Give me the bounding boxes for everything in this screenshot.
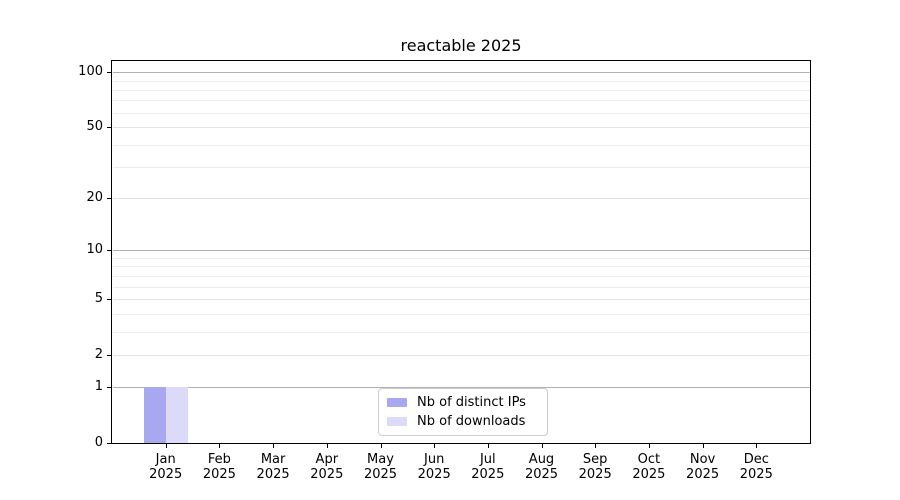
x-axis-tick-mark <box>648 444 650 448</box>
x-axis-tick-label: Dec 2025 <box>740 452 773 482</box>
x-axis-tick-label: Aug 2025 <box>525 452 558 482</box>
y-axis-tick-mark <box>107 354 111 356</box>
x-tick-month: Feb <box>207 452 231 467</box>
x-tick-month: Mar <box>260 452 286 467</box>
y-minor-gridline <box>113 286 810 288</box>
x-axis-tick-label: May 2025 <box>364 452 397 482</box>
y-axis-tick-label: 0 <box>94 435 103 450</box>
x-axis-tick-label: Nov 2025 <box>686 452 719 482</box>
x-axis-tick-label: Oct 2025 <box>632 452 665 482</box>
x-tick-month: Oct <box>637 452 661 467</box>
bar-distinct-ips-jan-2025 <box>143 387 166 443</box>
x-tick-month: Nov <box>689 452 716 467</box>
x-axis-tick-label: Jul 2025 <box>471 452 504 482</box>
x-tick-year: 2025 <box>686 467 720 482</box>
x-tick-year: 2025 <box>578 467 612 482</box>
y-gridline <box>113 299 810 300</box>
x-tick-year: 2025 <box>363 467 398 482</box>
y-axis-tick-mark <box>107 250 111 252</box>
y-minor-gridline <box>113 313 810 315</box>
x-tick-year: 2025 <box>417 467 451 482</box>
x-axis-tick-mark <box>165 444 167 448</box>
y-minor-gridline <box>113 100 810 102</box>
x-tick-month: Dec <box>743 452 769 467</box>
y-axis-tick-label: 20 <box>86 190 103 206</box>
y-minor-gridline <box>113 144 810 146</box>
x-tick-month: Apr <box>315 452 339 467</box>
x-tick-month: Jan <box>155 452 176 467</box>
x-axis-tick-mark <box>702 444 704 448</box>
y-axis-tick-mark <box>107 443 111 444</box>
x-axis-tick-mark <box>326 444 328 448</box>
legend-label: Nb of distinct IPs <box>417 395 526 410</box>
x-tick-month: May <box>367 452 394 467</box>
x-axis-tick-label: Sep 2025 <box>579 452 612 482</box>
legend-swatch <box>387 398 407 407</box>
x-tick-year: 2025 <box>471 467 505 482</box>
y-axis-tick-mark <box>107 387 111 389</box>
y-minor-gridline <box>113 331 810 333</box>
y-axis-tick-mark <box>107 127 111 128</box>
y-decade-gridline <box>113 72 810 74</box>
x-tick-year: 2025 <box>256 467 290 482</box>
x-tick-year: 2025 <box>202 467 236 482</box>
x-axis-tick-mark <box>541 444 543 448</box>
legend-swatch <box>387 417 407 426</box>
y-axis-tick-label: 100 <box>78 64 103 80</box>
x-axis-tick-mark <box>219 444 221 448</box>
x-axis-tick-label: Jun 2025 <box>418 452 451 482</box>
x-axis-tick-label: Mar 2025 <box>257 452 290 482</box>
y-minor-gridline <box>113 112 810 114</box>
y-minor-gridline <box>113 167 810 168</box>
x-tick-month: Jun <box>424 452 445 467</box>
legend-item-distinct-ips: Nb of distinct IPs <box>387 395 539 410</box>
y-minor-gridline <box>113 275 810 277</box>
y-axis-tick-label: 2 <box>94 346 103 362</box>
y-decade-gridline <box>113 387 810 389</box>
legend-item-downloads: Nb of downloads <box>387 414 539 429</box>
x-axis-tick-mark <box>595 444 597 448</box>
y-axis-tick-mark <box>107 198 111 200</box>
y-axis-tick-mark <box>107 72 111 74</box>
y-decade-gridline <box>113 250 810 252</box>
x-tick-year: 2025 <box>310 467 344 482</box>
x-tick-year: 2025 <box>632 467 666 482</box>
y-gridline <box>113 198 810 200</box>
x-tick-month: Sep <box>582 452 608 467</box>
y-axis-tick-label: 10 <box>86 242 103 258</box>
bar-downloads-jan-2025 <box>165 387 188 443</box>
legend-label: Nb of downloads <box>417 414 526 429</box>
y-axis-tick-label: 1 <box>94 379 103 395</box>
x-tick-year: 2025 <box>149 467 183 482</box>
x-axis-tick-mark <box>380 444 382 448</box>
x-tick-month: Jul <box>479 452 496 467</box>
y-gridline <box>113 127 810 128</box>
x-axis-tick-mark <box>487 444 489 448</box>
x-tick-month: Aug <box>528 452 555 467</box>
legend: Nb of distinct IPs Nb of downloads <box>378 388 548 436</box>
y-minor-gridline <box>113 80 810 82</box>
x-axis-tick-label: Jan 2025 <box>149 452 182 482</box>
x-axis-tick-label: Apr 2025 <box>310 452 343 482</box>
x-tick-year: 2025 <box>739 467 773 482</box>
x-tick-year: 2025 <box>524 467 559 482</box>
y-gridline <box>113 354 810 356</box>
y-minor-gridline <box>113 89 810 91</box>
y-minor-gridline <box>113 266 810 268</box>
x-axis-tick-label: Feb 2025 <box>203 452 236 482</box>
y-axis-tick-label: 50 <box>86 119 103 134</box>
y-minor-gridline <box>113 258 810 259</box>
x-axis-tick-mark <box>434 444 436 448</box>
x-axis-tick-mark <box>273 444 275 448</box>
x-axis-tick-mark <box>756 444 758 448</box>
y-axis-tick-mark <box>107 299 111 300</box>
chart-title: reactable 2025 <box>400 36 522 55</box>
y-axis-tick-label: 5 <box>94 291 103 306</box>
